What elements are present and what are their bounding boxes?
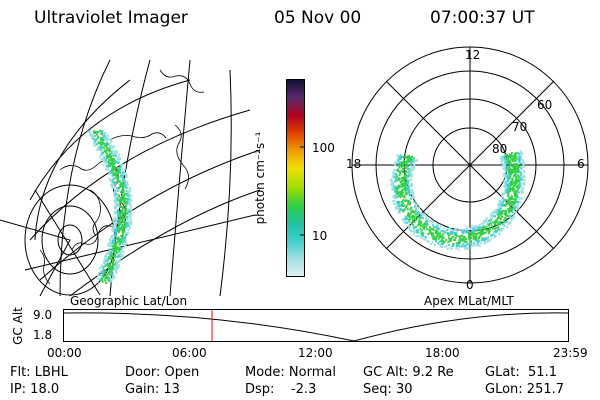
altitude-tick-high: 9.0 <box>33 308 53 322</box>
colorbar-tick-100: 100 <box>312 141 335 155</box>
mlat-label-60: 60 <box>537 98 553 112</box>
color-scale-bar <box>286 79 305 277</box>
gc-alt-readout: GC Alt: 9.2 Re <box>363 365 454 380</box>
glat-readout: GLat: 51.1 <box>485 365 557 380</box>
instrument-title: Ultraviolet Imager <box>34 8 188 28</box>
mode-readout: Mode: Normal <box>245 365 336 380</box>
polar-mlat-mlt-plot <box>351 46 589 284</box>
altitude-plot <box>63 309 569 342</box>
altitude-tick-low: 1.8 <box>33 328 53 342</box>
date-label: 05 Nov 00 <box>274 8 362 28</box>
altitude-curve <box>64 310 568 341</box>
polar-aurora-emission <box>389 150 526 251</box>
time-tick-1800: 18:00 <box>425 346 460 360</box>
dsp-readout: Dsp: -2.3 <box>245 382 317 397</box>
colorbar-title: photon cm⁻²s⁻¹ <box>253 131 267 225</box>
geo-map-label: Geographic Lat/Lon <box>70 294 188 308</box>
time-label: 07:00:37 UT <box>430 8 535 28</box>
seq-readout: Seq: 30 <box>363 382 413 397</box>
geo-aurora-emission <box>87 129 133 284</box>
time-tick-0600: 06:00 <box>172 346 207 360</box>
mlat-label-80: 80 <box>492 142 508 156</box>
polar-map-label: Apex MLat/MLT <box>424 294 514 308</box>
colorbar-tick-10: 10 <box>312 229 328 243</box>
mlt-label-18: 18 <box>346 157 362 171</box>
door-readout: Door: Open <box>125 365 200 380</box>
glon-readout: GLon: 251.7 <box>485 382 565 397</box>
altitude-axis-label: GC Alt <box>11 307 25 345</box>
gain-readout: Gain: 13 <box>125 382 180 397</box>
time-tick-0000: 00:00 <box>47 346 82 360</box>
ip-readout: IP: 18.0 <box>10 382 60 397</box>
time-tick-2359: 23:59 <box>553 346 588 360</box>
geographic-map <box>0 59 260 296</box>
colorbar-ticks <box>300 146 305 236</box>
mlt-label-0: 0 <box>466 278 474 292</box>
mlt-label-12: 12 <box>465 48 481 62</box>
filter-readout: Flt: LBHL <box>10 365 68 380</box>
time-tick-1200: 12:00 <box>298 346 333 360</box>
mlt-label-6: 6 <box>577 157 585 171</box>
mlat-label-70: 70 <box>512 120 528 134</box>
